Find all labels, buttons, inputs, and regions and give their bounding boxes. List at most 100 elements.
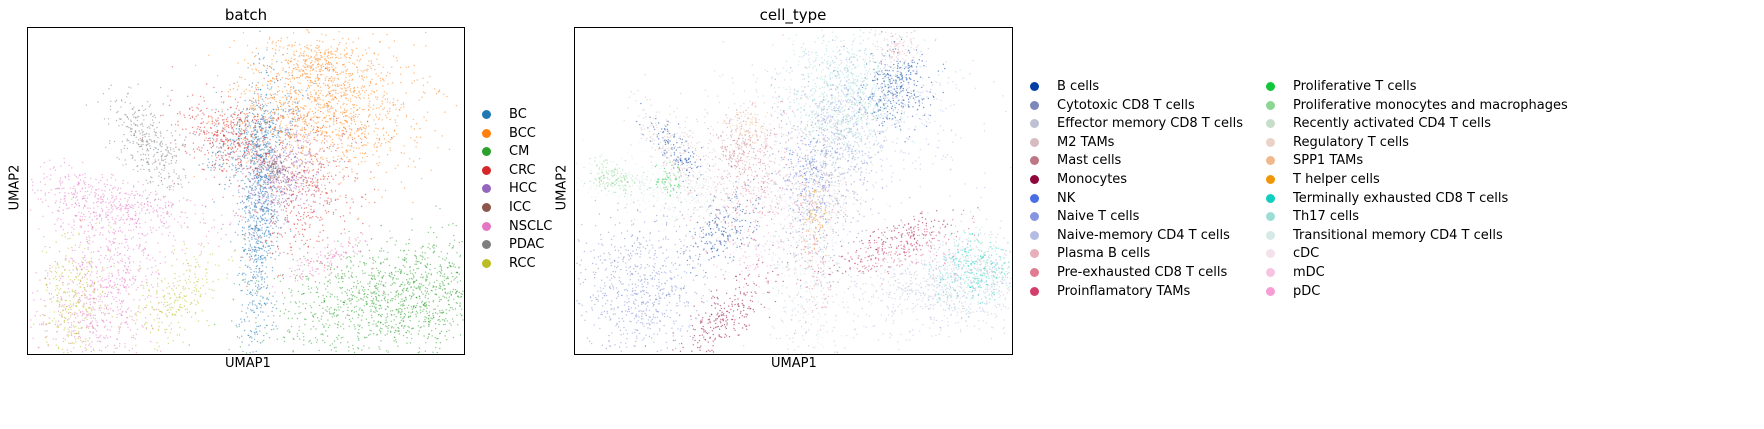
scatter-point (260, 276, 262, 278)
scatter-point (256, 145, 258, 147)
scatter-point (265, 169, 268, 171)
scatter-point (415, 146, 417, 148)
scatter-point (255, 102, 257, 104)
scatter-point (253, 116, 255, 119)
scatter-point (254, 206, 256, 208)
scatter-point (205, 137, 207, 139)
scatter-point (386, 154, 389, 156)
scatter-point (249, 90, 251, 92)
scatter-point (266, 131, 268, 134)
scatter-point (251, 302, 254, 304)
scatter-point (270, 302, 273, 304)
scatter-point (263, 219, 266, 222)
scatter-point (264, 230, 267, 232)
scatter-point (276, 141, 278, 144)
scatter-point (329, 101, 331, 104)
scatter-point (253, 271, 255, 273)
scatter-point (222, 151, 225, 154)
scatter-point (257, 182, 259, 184)
scatter-point (354, 132, 356, 134)
scatter-point (347, 81, 349, 84)
scatter-point (265, 242, 268, 245)
scatter-point (305, 146, 308, 148)
scatter-point (238, 128, 240, 130)
scatter-point (264, 272, 266, 275)
scatter-point (276, 61, 278, 63)
scatter-point (263, 56, 265, 59)
scatter-point (386, 116, 388, 119)
scatter-point (239, 76, 241, 78)
scatter-point (252, 144, 255, 146)
scatter-point (413, 64, 415, 67)
scatter-point (249, 215, 251, 217)
scatter-point (262, 311, 264, 313)
scatter-point (254, 134, 256, 136)
scatter-point (262, 58, 264, 60)
scatter-point (284, 59, 287, 61)
scatter-point (211, 161, 214, 163)
scatter-point (254, 246, 256, 248)
scatter-point (256, 274, 258, 276)
scatter-point (319, 58, 321, 61)
scatter-point (258, 201, 261, 204)
scatter-point (293, 44, 295, 47)
scatter-point (264, 239, 267, 242)
scatter-point (258, 229, 260, 231)
scatter-point (275, 251, 277, 253)
scatter-point (319, 92, 321, 94)
scatter-point (276, 120, 278, 122)
scatter-point (328, 147, 330, 150)
scatter-point (219, 142, 221, 145)
scatter-canvas (29, 28, 464, 354)
scatter-point (261, 107, 264, 110)
scatter-point (269, 116, 272, 118)
scatter-point (272, 321, 275, 323)
scatter-point (305, 89, 307, 92)
scatter-point (267, 207, 269, 210)
scatter-point (282, 273, 284, 276)
scatter-point (257, 201, 260, 203)
scatter-point (252, 289, 254, 291)
scatter-point (227, 144, 229, 147)
scatter-point (289, 98, 292, 100)
scatter-point (210, 167, 212, 169)
scatter-point (269, 187, 271, 189)
scatter-point (248, 122, 250, 124)
scatter-point (284, 138, 287, 140)
scatter-point (247, 194, 250, 197)
scatter-point (364, 130, 366, 132)
scatter-point (376, 98, 378, 101)
scatter-point (369, 106, 371, 108)
scatter-point (386, 92, 388, 95)
scatter-point (340, 182, 342, 184)
scatter-point (344, 94, 347, 97)
scatter-point (231, 169, 233, 171)
scatter-point (254, 148, 256, 150)
scatter-point (307, 111, 309, 114)
scatter-point (322, 174, 325, 176)
scatter-point (312, 128, 315, 130)
scatter-point (332, 77, 334, 80)
scatter-point (248, 229, 250, 231)
scatter-point (215, 108, 217, 111)
scatter-point (363, 69, 365, 72)
scatter-point (396, 60, 398, 62)
scatter-point (240, 130, 242, 132)
scatter-point (270, 195, 272, 197)
scatter-point (233, 174, 235, 176)
scatter-point (257, 179, 260, 182)
scatter-point (249, 125, 252, 127)
scatter-point (215, 152, 217, 155)
scatter-point (267, 87, 269, 89)
scatter-point (345, 80, 347, 82)
scatter-point (241, 335, 243, 337)
scatter-point (251, 143, 253, 145)
scatter-point (290, 230, 292, 232)
scatter-point (243, 132, 246, 135)
scatter-point (252, 105, 254, 107)
scatter-point (256, 325, 258, 328)
scatter-point (367, 64, 369, 67)
scatter-point (259, 255, 262, 258)
scatter-point (257, 239, 259, 241)
scatter-point (223, 162, 225, 164)
